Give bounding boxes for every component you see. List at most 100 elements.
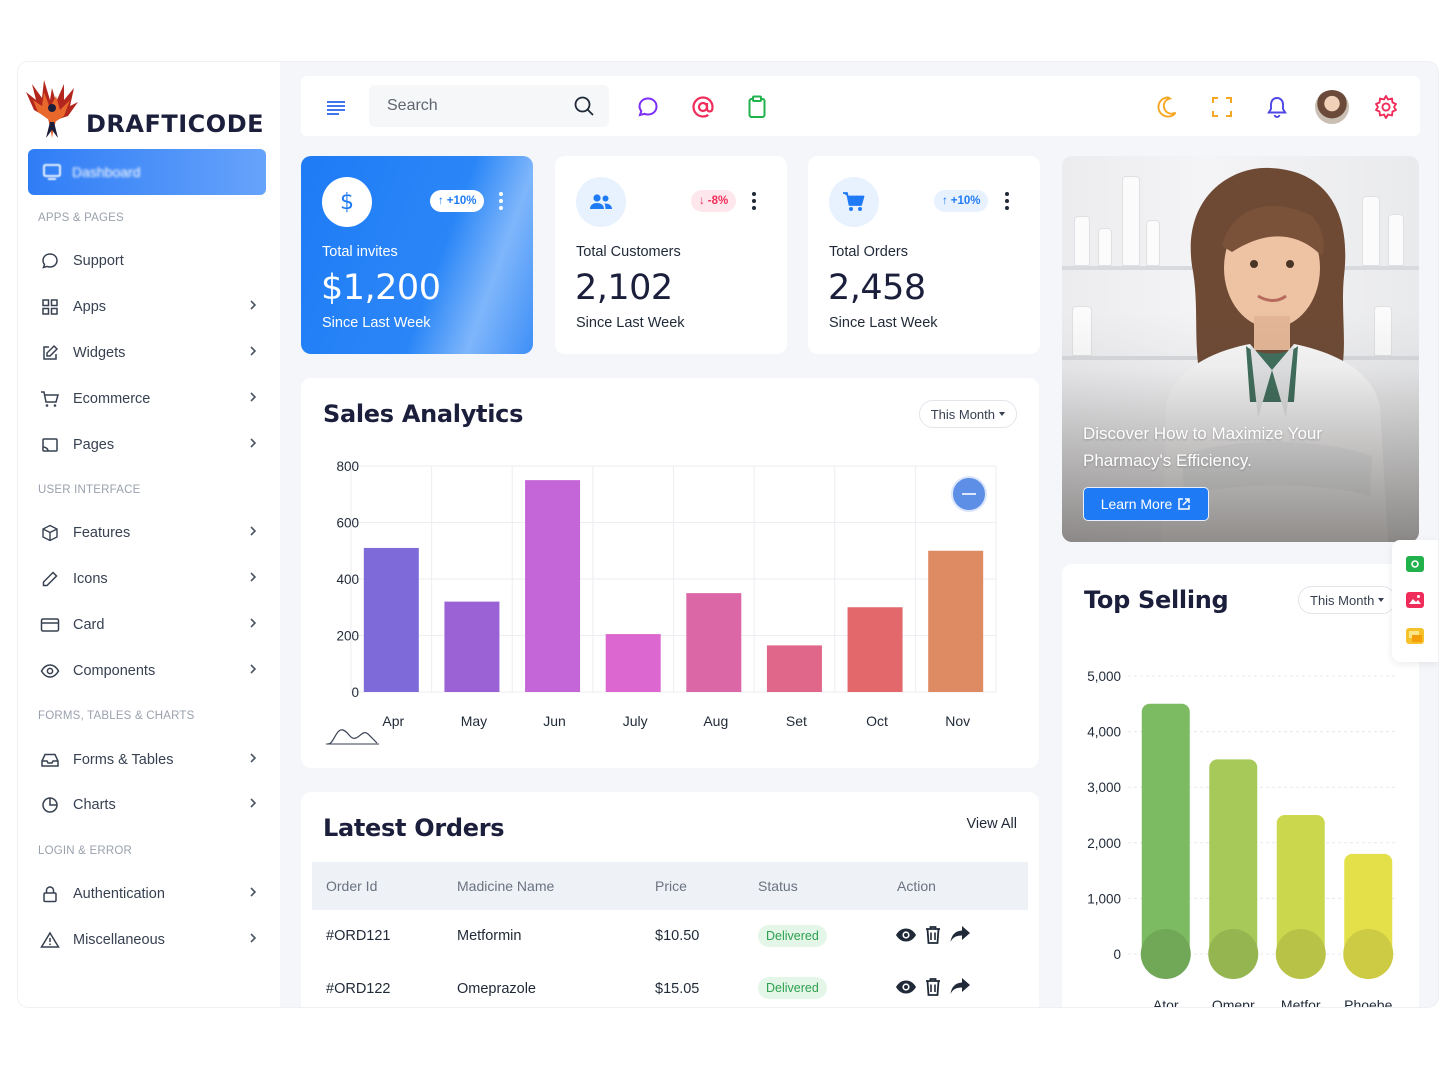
arrow-up-icon: ↑ bbox=[438, 195, 444, 207]
eye-icon bbox=[40, 661, 60, 681]
share-arrow-icon[interactable] bbox=[949, 923, 971, 945]
share-arrow-icon[interactable] bbox=[949, 975, 971, 997]
chart-bar[interactable] bbox=[605, 634, 661, 692]
delete-trash-icon[interactable] bbox=[922, 924, 944, 946]
x-tick-label: Set bbox=[786, 713, 807, 729]
chart-bar[interactable] bbox=[444, 601, 500, 692]
chart-bar[interactable] bbox=[1344, 853, 1393, 954]
x-tick-label: July bbox=[623, 713, 648, 729]
svg-text:$: $ bbox=[340, 190, 354, 215]
gear-icon[interactable] bbox=[1373, 94, 1399, 120]
sidebar-item-forms-tables[interactable]: Forms & Tables bbox=[40, 747, 262, 773]
view-eye-icon[interactable] bbox=[895, 924, 917, 946]
learn-more-button[interactable]: Learn More bbox=[1083, 487, 1209, 521]
chart-bar[interactable] bbox=[1209, 759, 1258, 954]
chart-bar[interactable] bbox=[928, 550, 984, 692]
sidebar-item-dashboard[interactable]: Dashboard bbox=[28, 149, 266, 195]
floating-widget-bar bbox=[1392, 540, 1438, 662]
stat-card-invites[interactable]: $ ↑ +10% Total invites $1,200 Since Last … bbox=[301, 156, 533, 354]
search-input[interactable] bbox=[387, 97, 567, 115]
grid-icon bbox=[40, 297, 60, 317]
at-sign-icon[interactable] bbox=[690, 94, 716, 120]
sidebar-item-label: Ecommerce bbox=[73, 391, 151, 407]
pie-chart-icon bbox=[40, 795, 60, 815]
avatar[interactable] bbox=[1315, 90, 1349, 124]
more-options-icon[interactable] bbox=[752, 192, 756, 210]
chart-bar[interactable] bbox=[1276, 815, 1325, 954]
chart-bar[interactable] bbox=[1141, 703, 1190, 954]
sidebar-item-card[interactable]: Card bbox=[40, 612, 262, 638]
stat-value: $1,200 bbox=[321, 268, 441, 308]
chat-icon[interactable] bbox=[635, 94, 661, 120]
gallery-icon[interactable] bbox=[1406, 592, 1424, 608]
stat-card-customers[interactable]: ↓ -8% Total Customers 2,102 Since Last We… bbox=[555, 156, 787, 354]
sales-analytics-card: Sales Analytics This Month 800 600 400 200 0… bbox=[301, 378, 1039, 768]
view-all-link[interactable]: View All bbox=[966, 816, 1017, 832]
stat-card-orders[interactable]: ↑ +10% Total Orders 2,458 Since Last Week bbox=[808, 156, 1040, 354]
pages-icon bbox=[40, 435, 60, 455]
delete-trash-icon[interactable] bbox=[922, 976, 944, 998]
sidebar-item-label: Authentication bbox=[73, 886, 165, 902]
price: $10.50 bbox=[655, 928, 700, 944]
card-title: Sales Analytics bbox=[323, 400, 524, 428]
chart-bar[interactable] bbox=[686, 593, 742, 692]
column-header[interactable]: Madicine Name bbox=[457, 878, 555, 894]
inbox-icon bbox=[40, 750, 60, 770]
chart-bar[interactable] bbox=[766, 645, 822, 692]
stat-since: Since Last Week bbox=[576, 315, 685, 331]
chevron-right-icon bbox=[248, 616, 258, 634]
x-tick-label: Aug bbox=[703, 713, 728, 729]
search-icon[interactable] bbox=[573, 95, 595, 122]
more-options-icon[interactable] bbox=[499, 192, 503, 210]
chart-bar[interactable] bbox=[847, 607, 903, 692]
sidebar-item-widgets[interactable]: Widgets bbox=[40, 340, 262, 366]
x-tick-label: May bbox=[461, 713, 487, 729]
column-header[interactable]: Order Id bbox=[326, 878, 378, 894]
moon-icon[interactable] bbox=[1154, 94, 1180, 120]
more-options-icon[interactable] bbox=[1005, 192, 1009, 210]
sidebar-item-apps[interactable]: Apps bbox=[40, 294, 262, 320]
sidebar-item-charts[interactable]: Charts bbox=[40, 792, 262, 818]
view-eye-icon[interactable] bbox=[895, 976, 917, 998]
monitor-icon bbox=[43, 164, 61, 180]
column-header[interactable]: Action bbox=[897, 878, 936, 894]
bell-icon[interactable] bbox=[1264, 94, 1290, 120]
column-header[interactable]: Price bbox=[655, 878, 687, 894]
brand[interactable]: DRAFTICODE bbox=[24, 76, 264, 146]
sidebar-item-support[interactable]: Support bbox=[40, 248, 262, 274]
chevron-right-icon bbox=[248, 662, 258, 680]
sidebar: DRAFTICODE Dashboard APPS & PAGES Suppor… bbox=[18, 62, 280, 1007]
sidebar-item-ecommerce[interactable]: Ecommerce bbox=[40, 386, 262, 412]
money-icon[interactable] bbox=[1406, 556, 1424, 572]
caret-down-icon bbox=[1378, 598, 1385, 602]
y-tick-label: 800 bbox=[336, 459, 359, 474]
status-badge: Delivered bbox=[758, 977, 827, 999]
chart-bar[interactable] bbox=[525, 480, 581, 692]
top-selling-bar-chart: 5,000 4,000 3,000 2,000 1,000 0 Ator Omepr Metfo… bbox=[1087, 669, 1398, 1007]
y-tick-label: 400 bbox=[336, 572, 359, 587]
messages-icon[interactable] bbox=[1406, 628, 1424, 644]
menu-toggle-icon[interactable] bbox=[323, 94, 349, 120]
sidebar-item-icons[interactable]: Icons bbox=[40, 566, 262, 592]
chart-bar[interactable] bbox=[363, 547, 419, 692]
clipboard-icon[interactable] bbox=[744, 94, 770, 120]
y-tick-label: 5,000 bbox=[1087, 669, 1121, 684]
fullscreen-icon[interactable] bbox=[1209, 94, 1235, 120]
zoom-out-button[interactable] bbox=[951, 476, 987, 512]
sidebar-item-miscellaneous[interactable]: Miscellaneous bbox=[40, 927, 262, 953]
sidebar-item-features[interactable]: Features bbox=[40, 520, 262, 546]
card-title: Top Selling bbox=[1084, 586, 1229, 614]
period-dropdown[interactable]: This Month bbox=[918, 400, 1017, 428]
sidebar-item-label: Card bbox=[73, 617, 105, 633]
app-window: DRAFTICODE Dashboard APPS & PAGES Suppor… bbox=[18, 62, 1438, 1007]
column-header[interactable]: Status bbox=[758, 878, 798, 894]
section-title-login: LOGIN & ERROR bbox=[38, 845, 132, 857]
pencil-icon bbox=[40, 569, 60, 589]
cube-icon bbox=[40, 523, 60, 543]
period-dropdown[interactable]: This Month bbox=[1298, 586, 1397, 614]
chevron-right-icon bbox=[248, 390, 258, 408]
latest-orders-card: Latest Orders View All Order Id Madicine… bbox=[301, 792, 1039, 1007]
sidebar-item-components[interactable]: Components bbox=[40, 658, 262, 684]
sidebar-item-pages[interactable]: Pages bbox=[40, 432, 262, 458]
sidebar-item-authentication[interactable]: Authentication bbox=[40, 881, 262, 907]
